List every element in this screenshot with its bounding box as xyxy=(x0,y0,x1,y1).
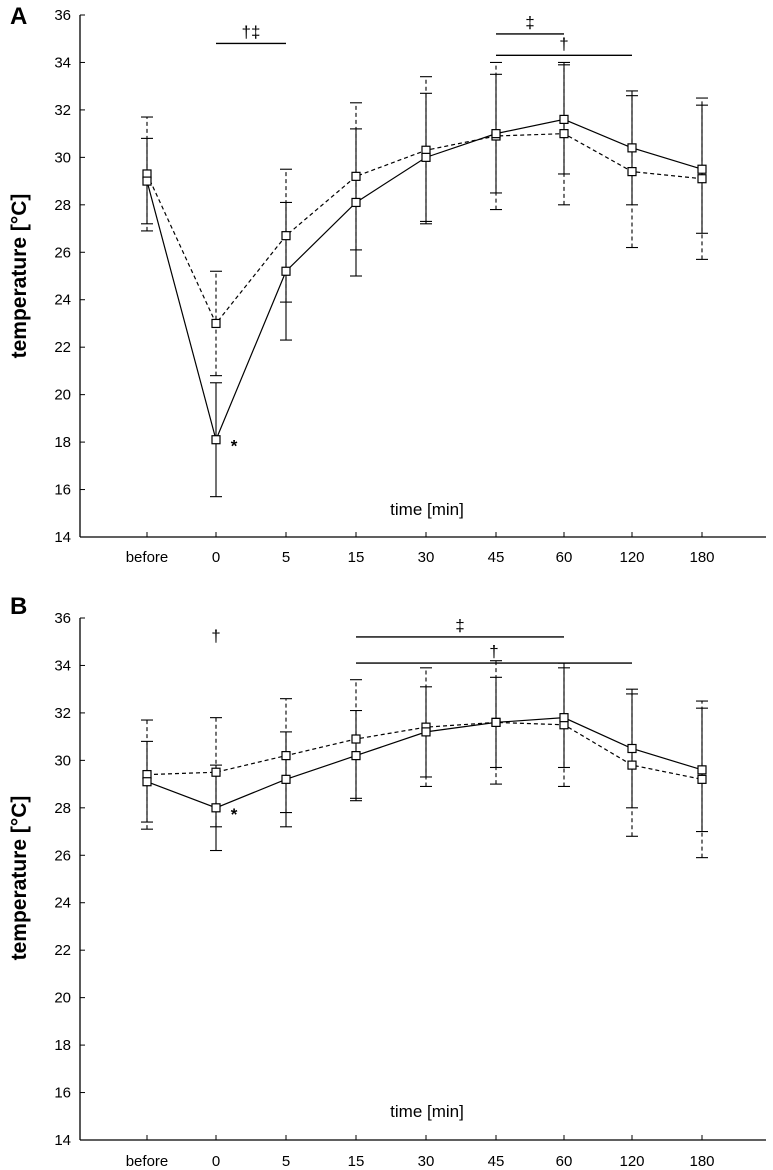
y-tick-label: 20 xyxy=(54,387,71,404)
series-dashed xyxy=(141,61,708,377)
data-point-dashed xyxy=(697,174,707,184)
data-point-solid xyxy=(142,777,152,787)
y-tick-label: 26 xyxy=(54,244,71,261)
x-tick-label: 60 xyxy=(556,549,573,566)
data-point-solid xyxy=(697,164,707,174)
data-point-solid xyxy=(559,713,569,723)
y-tick-label: 34 xyxy=(54,54,71,71)
x-tick-label: 30 xyxy=(418,549,435,566)
panel-label: A xyxy=(10,3,27,30)
x-tick-label: 60 xyxy=(556,1153,573,1170)
y-tick-label: 30 xyxy=(54,149,71,166)
significance-star: * xyxy=(231,437,238,456)
y-tick-label: 16 xyxy=(54,1085,71,1102)
y-tick-label: 14 xyxy=(54,529,71,546)
data-point-solid xyxy=(627,743,637,754)
y-tick-label: 18 xyxy=(54,1037,71,1054)
x-tick-label: 180 xyxy=(689,1153,714,1170)
y-tick-label: 34 xyxy=(54,657,71,674)
data-point-solid xyxy=(697,765,707,775)
data-point-solid xyxy=(211,435,221,445)
y-tick-label: 24 xyxy=(54,895,71,912)
data-point-solid xyxy=(281,774,291,784)
significance-label: ‡ xyxy=(525,13,534,32)
data-point-dashed xyxy=(559,129,569,139)
y-tick-label: 28 xyxy=(54,800,71,817)
x-tick-label: 120 xyxy=(619,549,644,566)
data-point-dashed xyxy=(211,318,221,329)
x-axis-label: time [min] xyxy=(390,500,464,519)
data-point-dashed xyxy=(627,760,637,770)
data-point-dashed xyxy=(697,774,707,784)
significance-label: †‡ xyxy=(242,22,261,41)
series-line-solid xyxy=(146,118,703,442)
x-tick-label: 30 xyxy=(418,1153,435,1170)
y-tick-label: 16 xyxy=(54,482,71,499)
data-point-solid xyxy=(421,152,431,162)
y-tick-label: 24 xyxy=(54,292,71,309)
x-tick-label: before xyxy=(126,1153,169,1170)
y-tick-label: 20 xyxy=(54,990,71,1007)
data-point-solid xyxy=(281,266,291,276)
y-axis-label: temperature [°C] xyxy=(8,194,31,359)
y-tick-label: 18 xyxy=(54,434,71,451)
chart-panel-a: A 14 16 18 20 22 24 26 28 30 32 34 36 before 0 5 15 30 45 6… xyxy=(8,3,766,566)
x-tick-label: 5 xyxy=(282,549,290,566)
y-tick-label: 28 xyxy=(54,197,71,214)
data-point-dashed xyxy=(351,734,361,744)
series-line-dashed xyxy=(146,133,703,325)
series-dashed xyxy=(141,660,708,859)
data-point-solid xyxy=(351,197,361,208)
data-point-dashed xyxy=(281,231,291,241)
x-tick-label: before xyxy=(126,549,169,566)
data-point-solid xyxy=(142,176,152,186)
y-tick-label: 32 xyxy=(54,102,71,119)
data-point-solid xyxy=(491,129,501,139)
x-tick-label: 180 xyxy=(689,549,714,566)
y-tick-label: 30 xyxy=(54,752,71,769)
data-point-solid xyxy=(559,114,569,125)
x-tick-label: 5 xyxy=(282,1153,290,1170)
significance-label: † xyxy=(559,34,568,53)
series-solid xyxy=(141,64,708,498)
x-tick-label: 0 xyxy=(212,1153,220,1170)
data-point-solid xyxy=(627,143,637,153)
data-point-dashed xyxy=(281,751,291,761)
significance-star: * xyxy=(231,805,238,824)
x-tick-label: 45 xyxy=(488,1153,505,1170)
data-point-solid xyxy=(491,717,501,728)
x-tick-label: 0 xyxy=(212,549,220,566)
data-point-dashed xyxy=(351,171,361,181)
data-point-solid xyxy=(421,727,431,737)
data-point-dashed xyxy=(211,767,221,777)
panel-label: B xyxy=(10,593,27,620)
x-axis-label: time [min] xyxy=(390,1102,464,1121)
significance-label: † xyxy=(211,627,220,646)
y-tick-label: 22 xyxy=(54,942,71,959)
y-tick-label: 36 xyxy=(54,610,71,627)
significance-label: ‡ xyxy=(455,616,464,635)
y-tick-label: 36 xyxy=(54,7,71,24)
y-tick-label: 14 xyxy=(54,1132,71,1149)
data-point-dashed xyxy=(627,167,637,177)
data-point-solid xyxy=(351,751,361,761)
y-axis-label: temperature [°C] xyxy=(8,796,31,961)
y-tick-label: 22 xyxy=(54,339,71,356)
series-solid xyxy=(141,667,708,852)
significance-label: † xyxy=(489,642,498,661)
data-point-solid xyxy=(211,803,221,813)
x-tick-label: 15 xyxy=(348,549,365,566)
y-tick-label: 32 xyxy=(54,705,71,722)
x-tick-label: 15 xyxy=(348,1153,365,1170)
y-tick-label: 26 xyxy=(54,847,71,864)
x-tick-label: 45 xyxy=(488,549,505,566)
chart-panel-b: B 14 16 18 20 22 24 26 28 30 32 34 36 before 0 5 15 30 45 6… xyxy=(8,593,766,1170)
x-tick-label: 120 xyxy=(619,1153,644,1170)
